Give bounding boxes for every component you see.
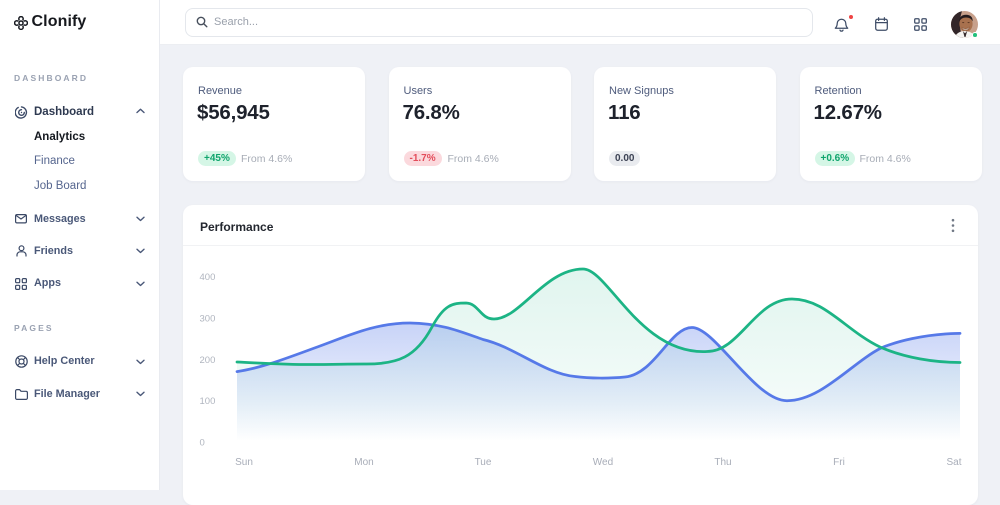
svg-text:Sun: Sun — [235, 457, 253, 468]
svg-text:200: 200 — [200, 355, 216, 366]
svg-text:0: 0 — [200, 438, 205, 449]
svg-text:Thu: Thu — [714, 457, 731, 468]
svg-text:Sat: Sat — [946, 457, 961, 468]
svg-text:Mon: Mon — [354, 457, 373, 468]
svg-text:100: 100 — [200, 396, 216, 407]
svg-text:300: 300 — [200, 313, 216, 324]
svg-text:Wed: Wed — [593, 457, 613, 468]
svg-text:Fri: Fri — [833, 457, 845, 468]
svg-text:Tue: Tue — [475, 457, 492, 468]
svg-text:400: 400 — [200, 272, 216, 283]
